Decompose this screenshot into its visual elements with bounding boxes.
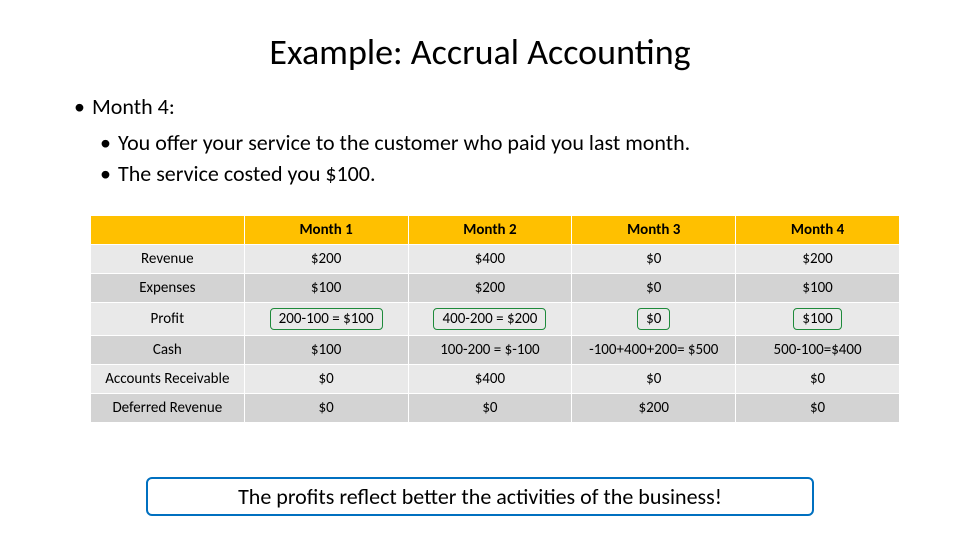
cell: $100	[736, 274, 900, 303]
table-row: Deferred Revenue $0 $0 $200 $0	[91, 394, 900, 423]
header-cell-blank	[91, 216, 245, 245]
header-cell: Month 1	[244, 216, 408, 245]
cell: 200-100 = $100	[244, 303, 408, 336]
row-label: Profit	[91, 303, 245, 336]
cell: $0	[244, 365, 408, 394]
slide-title: Example: Accrual Accounting	[0, 0, 960, 92]
cell: $400	[408, 245, 572, 274]
cell: $0	[736, 394, 900, 423]
cell: $0	[244, 394, 408, 423]
row-label: Expenses	[91, 274, 245, 303]
callout-box: The profits reflect better the activitie…	[146, 477, 814, 516]
row-label: Accounts Receivable	[91, 365, 245, 394]
profit-box: 400-200 = $200	[433, 308, 546, 330]
cell: $0	[572, 303, 736, 336]
cell: $0	[736, 365, 900, 394]
accounting-table: Month 1 Month 2 Month 3 Month 4 Revenue …	[90, 215, 900, 423]
cell: $200	[408, 274, 572, 303]
cell: $100	[736, 303, 900, 336]
bullet-level2: The service costed you $100.	[100, 159, 960, 189]
cell: $200	[736, 245, 900, 274]
table-row: Cash $100 100-200 = $-100 -100+400+200= …	[91, 336, 900, 365]
profit-box: $100	[793, 308, 841, 330]
cell: $0	[572, 274, 736, 303]
table-row: Expenses $100 $200 $0 $100	[91, 274, 900, 303]
cell: $200	[572, 394, 736, 423]
cell: $0	[572, 365, 736, 394]
cell: $0	[572, 245, 736, 274]
header-cell: Month 2	[408, 216, 572, 245]
cell: -100+400+200= $500	[572, 336, 736, 365]
cell: $200	[244, 245, 408, 274]
cell: $0	[408, 394, 572, 423]
bullet-level1: Month 4:	[74, 92, 960, 122]
bullet-block: Month 4: You offer your service to the c…	[0, 92, 960, 189]
profit-box: $0	[637, 308, 670, 330]
cell: $100	[244, 274, 408, 303]
profit-box: 200-100 = $100	[270, 308, 383, 330]
row-label: Cash	[91, 336, 245, 365]
cell: $100	[244, 336, 408, 365]
table-header-row: Month 1 Month 2 Month 3 Month 4	[91, 216, 900, 245]
header-cell: Month 3	[572, 216, 736, 245]
cell: 400-200 = $200	[408, 303, 572, 336]
cell: 100-200 = $-100	[408, 336, 572, 365]
row-label: Deferred Revenue	[91, 394, 245, 423]
header-cell: Month 4	[736, 216, 900, 245]
cell: 500-100=$400	[736, 336, 900, 365]
cell: $400	[408, 365, 572, 394]
table-row: Revenue $200 $400 $0 $200	[91, 245, 900, 274]
row-label: Revenue	[91, 245, 245, 274]
table-row-profit: Profit 200-100 = $100 400-200 = $200 $0 …	[91, 303, 900, 336]
bullet-level2: You offer your service to the customer w…	[100, 128, 960, 158]
table-row: Accounts Receivable $0 $400 $0 $0	[91, 365, 900, 394]
